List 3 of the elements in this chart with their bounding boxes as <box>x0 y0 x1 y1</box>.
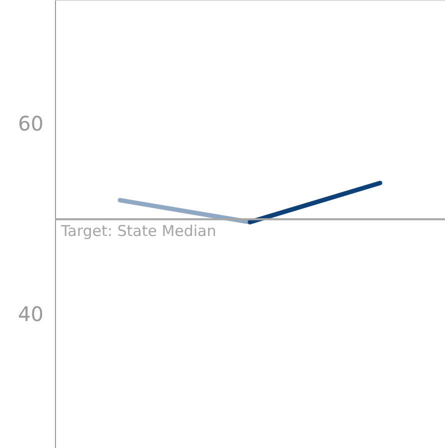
ref-line-label: Target: State Median <box>60 222 216 240</box>
y-tick-label: 60 <box>18 111 44 136</box>
y-tick-label: 40 <box>18 302 44 326</box>
